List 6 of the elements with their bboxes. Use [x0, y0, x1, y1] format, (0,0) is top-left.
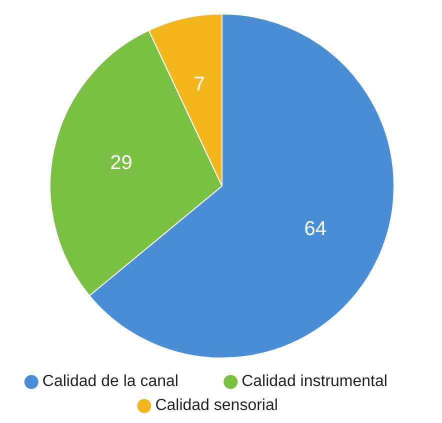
data-label: 7 [194, 74, 206, 96]
data-label: 29 [110, 152, 132, 174]
legend-label: Calidad de la canal [42, 373, 178, 390]
data-label: 64 [304, 218, 327, 240]
legend-label: Calidad sensorial [155, 397, 278, 414]
legend-label: Calidad instrumental [242, 373, 388, 390]
